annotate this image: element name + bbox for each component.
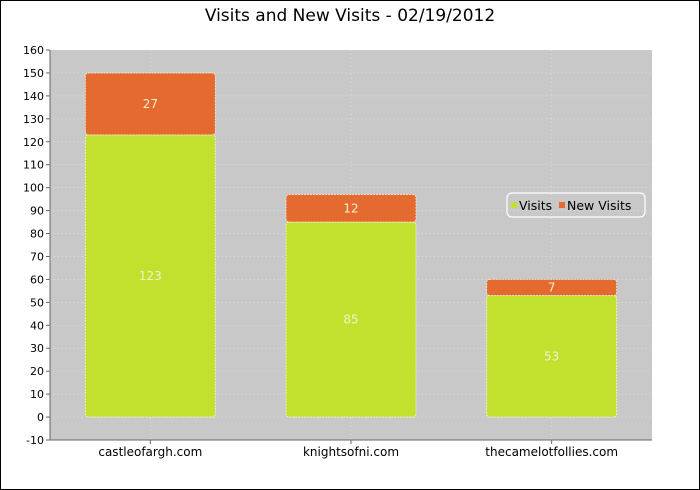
y-tick-label: 50 xyxy=(30,296,44,309)
chart-title: Visits and New Visits - 02/19/2012 xyxy=(205,6,495,26)
y-tick-label: 150 xyxy=(23,67,44,80)
legend-box xyxy=(506,192,646,218)
bar-new-visits xyxy=(285,194,417,223)
y-tick-label: 130 xyxy=(23,113,44,126)
y-tick-label: 140 xyxy=(23,90,44,103)
y-tick-label: 100 xyxy=(23,182,44,195)
x-tick-label: knightsofni.com xyxy=(303,445,399,459)
y-tick-label: 110 xyxy=(23,159,44,172)
y-tick-label: 70 xyxy=(30,250,44,263)
data-label: 12 xyxy=(343,201,358,215)
y-tick-label: 20 xyxy=(30,365,44,378)
data-label: 7 xyxy=(548,280,556,294)
bar-new-visits xyxy=(486,279,618,296)
y-tick-label: 90 xyxy=(30,205,44,218)
x-axis: castleofargh.com knightsofni.com thecamelo… xyxy=(50,439,652,459)
bars: 123 27 85 12 53 7 xyxy=(84,72,618,418)
y-tick-label: 80 xyxy=(30,228,44,241)
bar-new-visits xyxy=(84,72,216,136)
x-tick-label: thecamelotfollies.com xyxy=(485,445,618,459)
data-label: 123 xyxy=(139,269,162,283)
y-tick-label: 0 xyxy=(37,411,44,424)
y-tick-label: 10 xyxy=(30,388,44,401)
data-label: 53 xyxy=(544,349,559,363)
y-tick-label: 120 xyxy=(23,136,44,149)
x-tick-label: castleofargh.com xyxy=(98,445,202,459)
data-label: 27 xyxy=(143,97,158,111)
y-axis: -10 0 10 20 30 40 50 60 70 80 90 100 110 120 130 140 150… xyxy=(23,44,51,447)
legend-label: Visits xyxy=(519,198,552,213)
y-tick-label: 30 xyxy=(30,342,44,355)
legend-label: New Visits xyxy=(567,198,631,213)
legend-swatch xyxy=(511,202,517,208)
y-tick-label: -10 xyxy=(26,434,44,447)
y-tick-label: 160 xyxy=(23,44,44,57)
data-label: 85 xyxy=(343,313,358,327)
y-tick-label: 60 xyxy=(30,273,44,286)
legend-swatch xyxy=(559,202,565,208)
y-tick-label: 40 xyxy=(30,319,44,332)
legend: Visits New Visits xyxy=(506,192,646,218)
